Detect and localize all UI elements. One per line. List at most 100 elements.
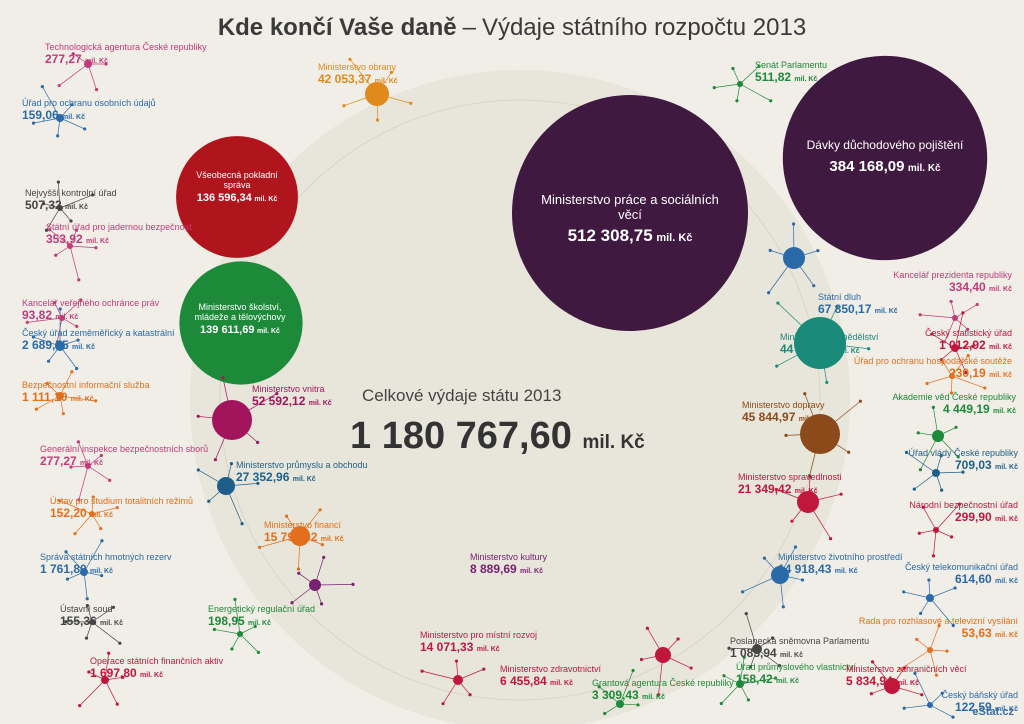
subitem-dot-0-0 [104, 62, 108, 66]
subitem-dot-2-1 [56, 180, 60, 184]
chapter-label-25: Ministerstvo spravedlnosti 21 349,42 mil.… [738, 472, 842, 499]
subitem-dot-14-0 [229, 462, 234, 466]
chapter-value: 15 795,92 mil. Kč [264, 530, 344, 544]
vps-name: Všeobecná pokladní správa [196, 170, 278, 190]
subitem-dot-25-1 [839, 492, 843, 496]
subitem-dot-35-3 [949, 535, 954, 539]
chapter-unit: mil. Kč [642, 694, 665, 701]
chapter-value: 155,36 mil. Kč [60, 614, 123, 628]
chapter-unit: mil. Kč [794, 488, 818, 495]
subitem-dot-26-2 [741, 590, 745, 594]
chapter-label-20: Grantová agentura České republiky 3 309,4… [592, 678, 734, 705]
duchody-bubble-label: Dávky důchodového pojištění 384 168,09 m… [805, 138, 965, 175]
chapter-value: 27 352,96 mil. Kč [236, 470, 316, 484]
chapter-label-11: Operace státních finančních aktiv 1 697,8… [90, 656, 223, 683]
chapter-name: Ministerstvo průmyslu a obchodu [236, 460, 368, 470]
spoke-0-2 [58, 63, 89, 86]
spoke-32-2 [951, 375, 985, 389]
chapter-dot-22 [783, 247, 805, 269]
chapter-unit: mil. Kč [140, 672, 163, 679]
chapter-unit: mil. Kč [995, 706, 1018, 713]
subitem-dot-7-1 [108, 478, 112, 482]
subitem-dot-8-3 [91, 495, 95, 499]
chapter-name: Operace státních finančních aktiv [90, 656, 224, 666]
subitem-dot-37-0 [945, 649, 949, 653]
subitem-dot-19-0 [468, 693, 472, 697]
chapter-dot-2 [57, 205, 63, 211]
chapter-name: Ministerstvo spravedlnosti [738, 472, 842, 482]
chapter-name: Ústavní soud [60, 604, 113, 614]
subitem-dot-28-1 [742, 655, 746, 659]
subitem-dot-6-2 [94, 399, 98, 403]
subitem-dot-9-0 [65, 577, 70, 581]
subitem-dot-21-0 [731, 66, 735, 71]
chapter-unit: mil. Kč [798, 416, 822, 423]
chapter-dot-6 [56, 392, 64, 400]
subitem-dot-15-4 [318, 508, 322, 512]
subitem-dot-18-2 [656, 693, 661, 697]
chapter-value: 93,82 mil. Kč [22, 308, 79, 322]
chapter-unit: mil. Kč [989, 286, 1012, 293]
spoke-3-2 [69, 245, 80, 280]
chapter-dot-21 [737, 81, 743, 87]
chapter-label-2: Nejvyšší kontrolní úřad 507,32 mil. Kč [25, 188, 117, 215]
subitem-dot-30-2 [918, 313, 922, 317]
spoke-37-2 [900, 649, 931, 670]
subitem-dot-6-4 [34, 407, 39, 411]
subitem-dot-8-0 [99, 527, 103, 531]
chapter-label-7: Generální inspekce bezpečnostních sborů 2… [40, 444, 208, 471]
chapter-dot-1 [56, 114, 64, 122]
subitem-dot-20-1 [597, 685, 601, 689]
title-dash: – [462, 14, 476, 41]
chapter-dot-17 [309, 579, 321, 591]
chapter-unit: mil. Kč [65, 204, 88, 211]
chapter-name: Státní úřad pro jadernou bezpečnost [46, 222, 192, 232]
chapter-dot-0 [84, 60, 92, 68]
subitem-dot-18-3 [639, 657, 644, 662]
chapter-label-34: Úřad vlády České republiky 709,03 mil. Kč [908, 448, 1018, 475]
spoke-9-1 [65, 551, 85, 573]
chapter-name: Český úřad zeměměřický a katastrální [22, 328, 175, 338]
chapter-label-5: Český úřad zeměměřický a katastrální 2 68… [22, 328, 175, 355]
subitem-dot-5-4 [75, 366, 79, 371]
chapter-label-0: Technologická agentura České republiky 27… [45, 42, 207, 69]
subitem-dot-21-4 [712, 86, 716, 90]
subitem-dot-37-3 [915, 637, 919, 641]
chapter-dot-7 [85, 463, 91, 469]
chapter-label-10: Ústavní soud 155,36 mil. Kč [60, 604, 123, 631]
chapter-label-21: Senát Parlamentu 511,82 mil. Kč [755, 60, 827, 87]
subitem-dot-25-3 [790, 519, 794, 523]
spoke-8-2 [59, 500, 93, 515]
chapter-name: Ministerstvo kultury [470, 552, 548, 562]
subitem-dot-14-1 [256, 481, 260, 485]
subitem-dot-18-0 [676, 637, 680, 641]
chapter-label-33: Akademie věd České republiky 4 449,19 mil… [892, 392, 1016, 419]
chapter-name: Český statistický úřad [924, 328, 1012, 338]
spoke-28-4 [721, 683, 741, 704]
chapter-dot-20 [616, 700, 624, 708]
spoke-34-4 [935, 471, 963, 474]
chapter-name: Ministerstvo pro místní rozvoj [420, 630, 538, 640]
chapter-label-4: Kancelář veřejného ochránce práv 93,82 mi… [22, 298, 159, 325]
vps-bubble-label: Všeobecná pokladní správa 136 596,34 mil… [192, 170, 282, 204]
chapter-dot-10 [89, 619, 95, 625]
subitem-dot-9-4 [85, 597, 89, 601]
subitem-dot-9-3 [100, 573, 104, 578]
spoke-31-4 [954, 347, 967, 373]
chapter-label-26: Ministerstvo životního prostředí 14 918,4… [778, 552, 903, 579]
chapter-name: Nejvyšší kontrolní úřad [25, 188, 117, 198]
msmt-value: 139 611,69 [200, 324, 255, 336]
spoke-8-4 [91, 507, 118, 515]
spoke-7-4 [78, 441, 89, 467]
chapter-name: Poslanecká sněmovna Parlamentu [730, 636, 870, 646]
subitem-dot-32-4 [925, 381, 929, 386]
subitem-dot-19-3 [454, 659, 459, 663]
subitem-dot-25-2 [828, 536, 833, 541]
chapter-label-37: Rada pro rozhlasové a televizní vysílání… [859, 616, 1018, 643]
chapter-dot-25 [797, 491, 819, 513]
chapter-dot-8 [89, 511, 95, 517]
spoke-30-1 [944, 317, 956, 342]
subitem-dot-1-3 [70, 103, 74, 107]
chapter-value: 1 012,92 mil. Kč [939, 338, 1012, 352]
